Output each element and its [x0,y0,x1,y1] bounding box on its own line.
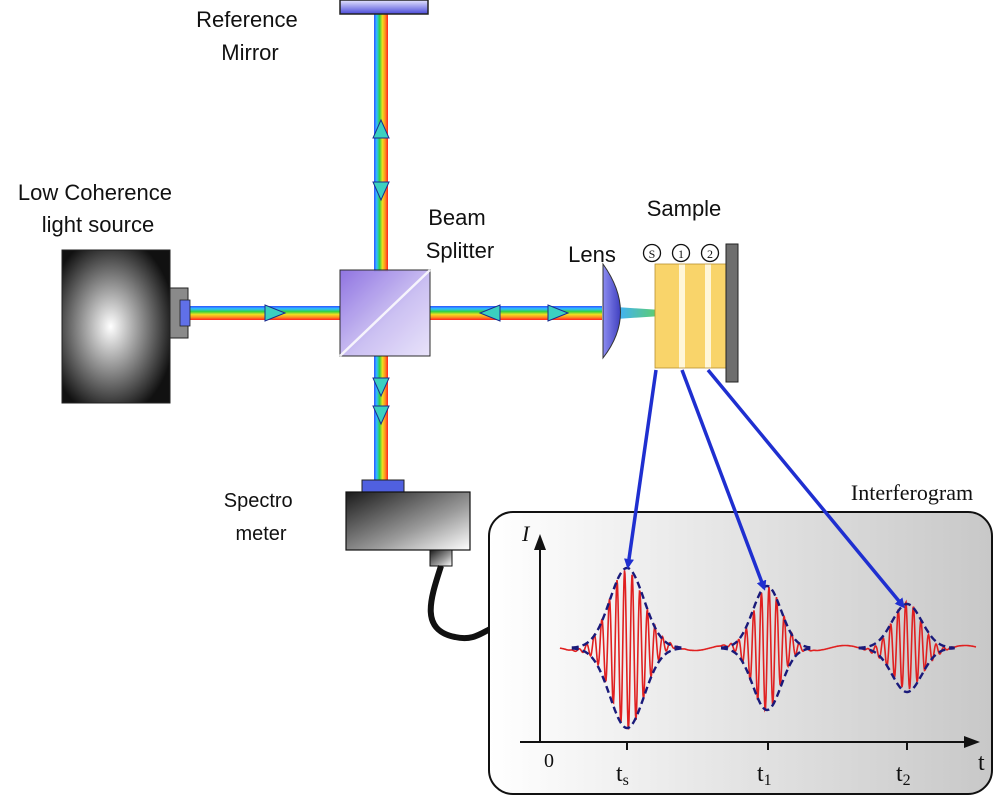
beam-marker-up [372,118,390,139]
sample-layer-s [655,264,679,368]
tick-label-t2: t2 [896,761,911,789]
beam-direction-markers [264,118,570,426]
sample-layer-1-marker: 1 [678,247,684,261]
sample-layer-markers: S 1 2 [642,243,720,263]
origin-label: 0 [544,750,554,772]
beam-marker-right [264,304,287,322]
reference-mirror-label: Reference Mirror [196,7,304,65]
tick-label-ts: ts [616,761,629,789]
tick-label-t1: t1 [757,761,772,789]
lens [602,262,621,360]
beam-marker-down [372,181,390,202]
envelope-lower-2 [858,647,955,694]
sample-label: Sample [647,196,722,221]
envelope-lower-0 [571,647,682,730]
interferogram-label: Interferogram [851,480,973,505]
spectrometer-connector [429,549,453,567]
reference-mirror [339,0,429,15]
beam-splitter-diagonal [339,269,431,357]
envelope-upper-2 [858,602,955,649]
reflection-arrow-s [624,369,658,569]
sample-layer-1 [685,264,705,368]
reflection-arrow-1 [680,369,767,591]
sample-layer-2-marker: 2 [707,247,713,261]
beam-reference-arm [374,14,388,272]
light-source-aperture [179,299,191,327]
x-axis-label: t [978,750,985,776]
spectrometer-label: Spectro meter [224,490,299,545]
spectrometer-body [345,491,471,551]
sample-layer-2 [711,264,726,368]
spectrometer-cable [427,565,494,642]
interferogram-signal [559,570,977,730]
beam-marker-down [372,405,390,426]
sample-interface-1 [679,264,685,368]
light-source-body [61,249,171,404]
x-axis-arrowhead [964,736,980,748]
lens-label: Lens [568,242,616,267]
beam-sample-arm [430,306,602,320]
sample-layer-s-marker: S [649,247,656,261]
sample-interface-2 [705,264,711,368]
beam-splitter-label: Beam Splitter [426,205,494,263]
beam-marker-down [372,377,390,398]
envelope-lower-1 [720,647,814,712]
sample-backplate [725,243,739,383]
y-axis-label: I [521,521,531,546]
reflection-arrow-2 [706,368,905,609]
envelope-upper-1 [720,584,814,649]
y-axis-arrowhead [534,534,546,550]
beam-marker-left [478,304,501,322]
beam-marker-right [547,304,570,322]
light-source-label: Low Coherence light source [18,180,178,237]
